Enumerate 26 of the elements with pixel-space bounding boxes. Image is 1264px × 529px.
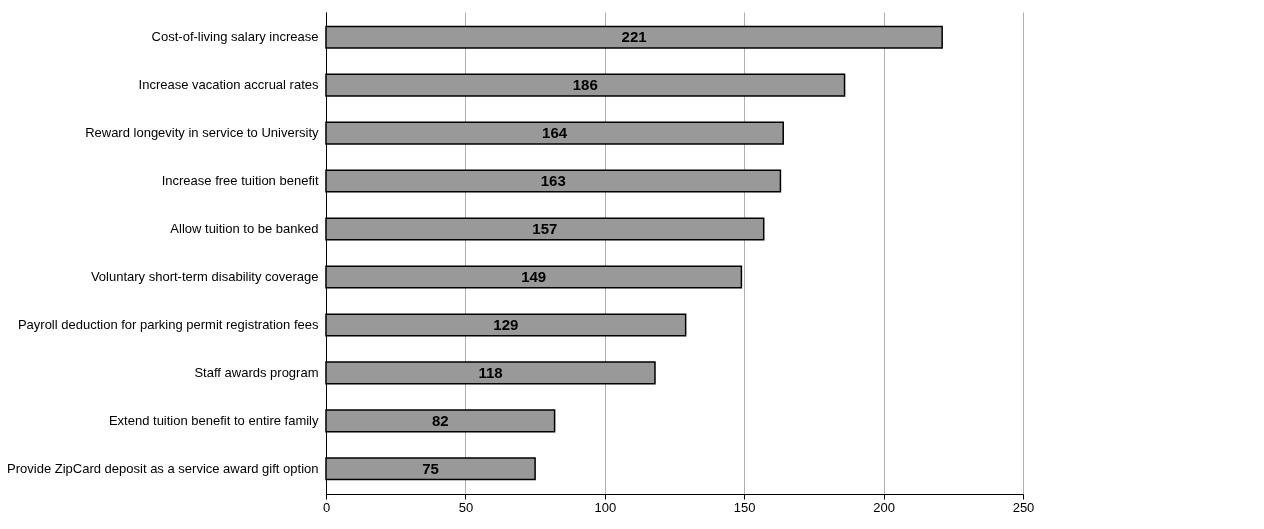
data-label: 149 [521, 267, 547, 285]
x-tick-label: 250 [1012, 499, 1035, 515]
y-tick-label: Extend tuition benefit to entire family [108, 412, 319, 428]
y-tick-label: Staff awards program [194, 364, 319, 380]
y-tick-label: Allow tuition to be banked [170, 221, 319, 237]
y-tick-label: Increase vacation accrual rates [138, 77, 319, 93]
data-label: 221 [621, 28, 647, 46]
data-label: 163 [540, 172, 566, 190]
data-label: 164 [542, 124, 568, 142]
y-tick-label: Payroll deduction for parking permit registration fees [17, 316, 319, 332]
data-label: 82 [431, 411, 449, 429]
x-tick-label: 50 [458, 499, 474, 515]
data-label: 186 [572, 76, 598, 94]
y-tick-label: Voluntary short-term disability coverage [90, 268, 319, 284]
x-tick-label: 200 [873, 499, 895, 515]
data-label: 129 [493, 315, 519, 333]
x-tick-label: 150 [733, 499, 756, 515]
y-tick-label: Cost-of-living salary increase [151, 29, 319, 45]
y-tick-label: Increase free tuition benefit [161, 173, 319, 189]
x-tick-label: 100 [594, 499, 617, 515]
y-tick-label: Provide ZipCard deposit as a service award gift option [7, 460, 319, 476]
x-tick-label: 0 [322, 499, 331, 515]
data-label: 157 [532, 220, 558, 238]
data-label: 118 [478, 363, 503, 381]
data-label: 75 [422, 459, 439, 477]
y-tick-label: Reward longevity in service to University [85, 125, 319, 141]
